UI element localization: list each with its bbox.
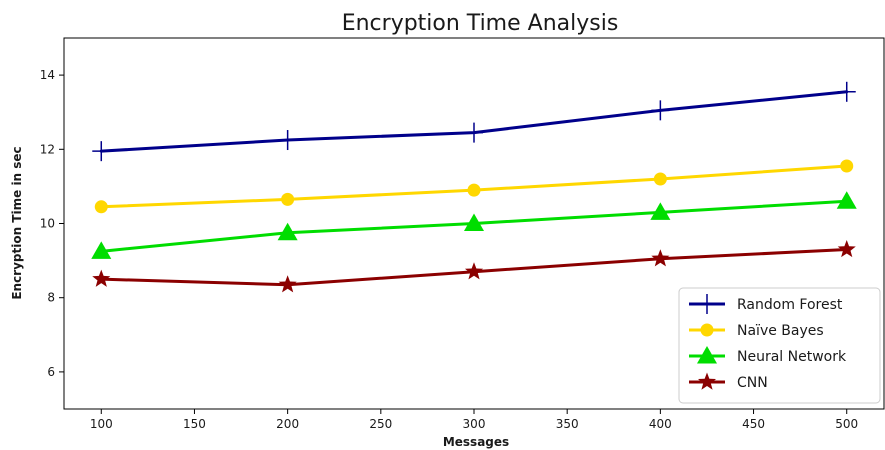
x-axis-label: Messages: [443, 435, 509, 449]
y-tick-label: 6: [47, 365, 55, 379]
legend-item: Naïve Bayes: [689, 323, 824, 339]
y-tick-label: 10: [40, 217, 55, 231]
x-tick-label: 250: [369, 417, 392, 431]
y-axis-label: Encryption Time in sec: [10, 146, 24, 299]
data-point: [278, 275, 297, 293]
x-tick-label: 450: [742, 417, 765, 431]
y-tick-label: 8: [47, 291, 55, 305]
x-axis: 100 150 200 250 300 350 400 450 500: [90, 409, 858, 431]
data-point: [464, 213, 484, 231]
data-point: [465, 122, 483, 143]
legend-label: Random Forest: [737, 297, 843, 313]
series-layer: [91, 81, 857, 293]
data-point: [464, 262, 484, 280]
legend-box: [678, 287, 881, 404]
data-point: [94, 200, 108, 214]
y-tick-label: 12: [40, 142, 55, 156]
series-1: [94, 159, 854, 214]
data-point: [277, 222, 298, 241]
x-tick-label: 300: [463, 417, 486, 431]
data-point: [651, 100, 670, 121]
legend-label: CNN: [737, 375, 768, 391]
x-tick-label: 200: [276, 417, 299, 431]
x-tick-label: 500: [835, 417, 858, 431]
data-point: [278, 130, 297, 151]
data-point: [91, 241, 112, 259]
data-point: [837, 239, 856, 258]
data-point: [840, 159, 854, 173]
x-tick-label: 400: [649, 417, 672, 431]
y-tick-label: 14: [40, 68, 55, 82]
series-0: [92, 81, 856, 162]
data-point: [837, 81, 856, 102]
x-tick-label: 150: [183, 417, 206, 431]
legend-marker: [700, 323, 714, 337]
legend-label: Naïve Bayes: [737, 323, 824, 339]
chart-title: Encryption Time Analysis: [342, 11, 619, 36]
data-point: [651, 249, 670, 267]
legend-item: Neural Network: [689, 346, 847, 365]
legend: Random Forest Naïve Bayes Neural Network CN…: [678, 287, 881, 404]
data-point: [281, 192, 295, 206]
data-point: [836, 191, 857, 209]
x-tick-label: 350: [556, 417, 579, 431]
y-axis: 6 8 10 12 14: [40, 68, 64, 379]
legend-marker: [698, 294, 716, 314]
x-tick-label: 100: [90, 417, 113, 431]
legend-marker: [697, 372, 717, 390]
series-2: [91, 191, 857, 259]
series-3: [92, 239, 856, 293]
data-point: [653, 172, 667, 186]
data-point: [92, 269, 111, 287]
legend-item: Random Forest: [689, 294, 843, 314]
data-point: [92, 141, 111, 162]
legend-item: CNN: [689, 372, 768, 391]
data-point: [467, 183, 481, 197]
legend-marker: [697, 346, 717, 364]
legend-label: Neural Network: [737, 349, 847, 365]
data-point: [650, 202, 671, 220]
